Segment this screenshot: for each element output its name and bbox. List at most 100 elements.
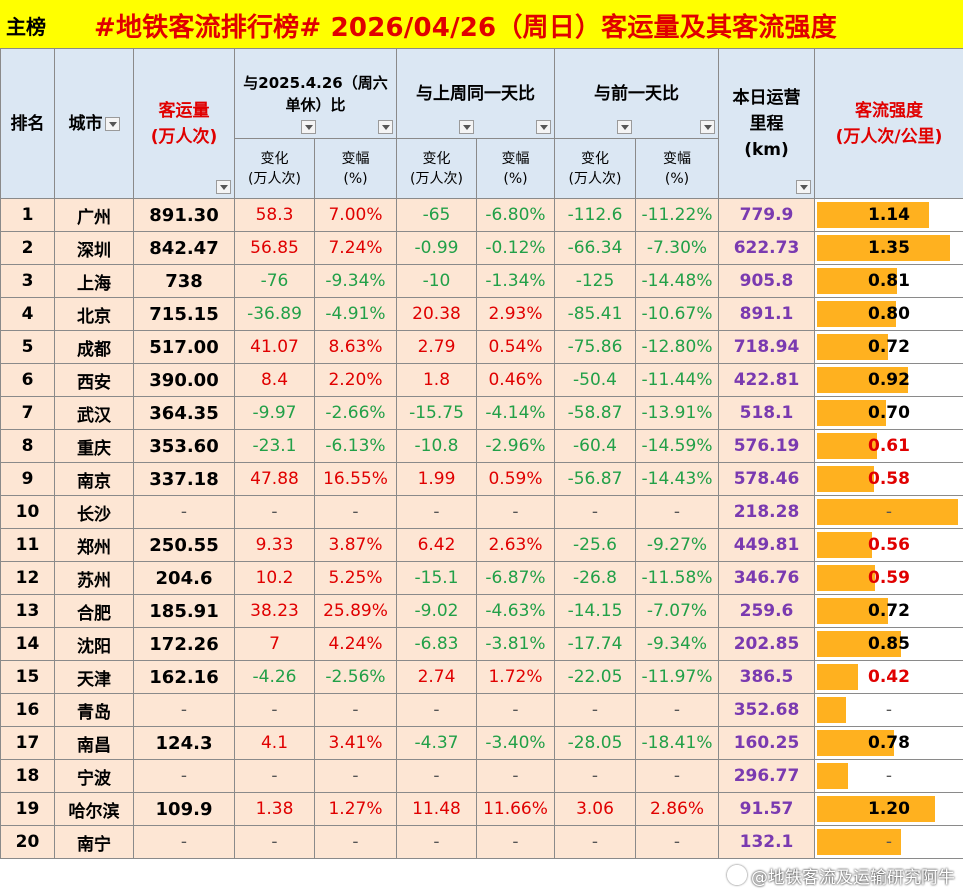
dod-change-cell: -50.4 <box>554 363 636 397</box>
intensity-value: 0.78 <box>868 733 910 753</box>
wow-pct-cell: 0.59% <box>476 462 555 496</box>
page-title: #地铁客流排行榜# 2026/04/26（周日）客运量及其客流强度 <box>94 13 837 43</box>
rank-cell: 17 <box>0 726 55 760</box>
dod-change-cell: -58.87 <box>554 396 636 430</box>
volume-cell: 517.00 <box>133 330 235 364</box>
filter-dropdown-icon[interactable] <box>104 116 120 131</box>
mileage-cell: 132.1 <box>718 825 815 859</box>
intensity-bar <box>817 763 848 789</box>
table-row: 4 北京 715.15 -36.89 -4.91% 20.38 2.93% -85.41 -10… <box>0 297 963 331</box>
yoy-change-cell: -4.26 <box>234 660 315 694</box>
rank-cell: 13 <box>0 594 55 628</box>
dod-pct-cell: -14.48% <box>635 264 719 298</box>
filter-dropdown-icon[interactable] <box>459 120 474 134</box>
wow-change-cell: 20.38 <box>396 297 477 331</box>
yoy-pct-cell: - <box>314 825 397 859</box>
wow-change-cell: -4.37 <box>396 726 477 760</box>
mileage-cell: 422.81 <box>718 363 815 397</box>
col-header-dod-change: 变化 (万人次) <box>554 138 636 199</box>
wow-change-cell: 2.79 <box>396 330 477 364</box>
intensity-bar <box>817 400 886 426</box>
col-header-wow: 与上周同一天比 <box>396 48 555 139</box>
city-cell: 南京 <box>54 462 134 496</box>
dod-change-cell: -22.05 <box>554 660 636 694</box>
wow-pct-cell: -4.63% <box>476 594 555 628</box>
intensity-cell: 0.78 <box>814 726 963 760</box>
col-header-yoy-pct: 变幅 (%) <box>314 138 397 199</box>
yoy-pct-cell: 3.41% <box>314 726 397 760</box>
intensity-bar <box>817 301 896 327</box>
intensity-bar <box>817 631 901 657</box>
wow-change-cell: 11.48 <box>396 792 477 826</box>
city-cell: 哈尔滨 <box>54 792 134 826</box>
table-row: 13 合肥 185.91 38.23 25.89% -9.02 -4.63% -14.15 -7… <box>0 594 963 628</box>
filter-dropdown-icon[interactable] <box>796 180 811 194</box>
table-row: 11 郑州 250.55 9.33 3.87% 6.42 2.63% -25.6 -9.27% 4… <box>0 528 963 562</box>
intensity-cell: 0.92 <box>814 363 963 397</box>
wow-change-cell: -10 <box>396 264 477 298</box>
city-cell: 成都 <box>54 330 134 364</box>
city-cell: 重庆 <box>54 429 134 463</box>
city-cell: 沈阳 <box>54 627 134 661</box>
mileage-cell: 296.77 <box>718 759 815 793</box>
filter-dropdown-icon[interactable] <box>216 180 231 194</box>
intensity-value: 0.72 <box>868 337 910 357</box>
dod-pct-cell: -7.30% <box>635 231 719 265</box>
intensity-cell: - <box>814 495 963 529</box>
city-cell: 郑州 <box>54 528 134 562</box>
watermark: @地铁客流及运输研究阿牛 <box>727 863 955 888</box>
intensity-bar <box>817 796 935 822</box>
intensity-cell: - <box>814 825 963 859</box>
filter-dropdown-icon[interactable] <box>617 120 632 134</box>
yoy-pct-cell: 4.24% <box>314 627 397 661</box>
yoy-change-cell: 4.1 <box>234 726 315 760</box>
dod-change-cell: - <box>554 825 636 859</box>
intensity-bar <box>817 367 908 393</box>
dod-change-cell: -60.4 <box>554 429 636 463</box>
col-header-yoy-change: 变化 (万人次) <box>234 138 315 199</box>
rank-cell: 12 <box>0 561 55 595</box>
rank-cell: 8 <box>0 429 55 463</box>
yoy-change-cell: -76 <box>234 264 315 298</box>
yoy-change-cell: 1.38 <box>234 792 315 826</box>
intensity-bar <box>817 730 894 756</box>
filter-dropdown-icon[interactable] <box>378 120 393 134</box>
wow-change-cell: 1.8 <box>396 363 477 397</box>
dod-change-cell: -26.8 <box>554 561 636 595</box>
city-cell: 长沙 <box>54 495 134 529</box>
wow-change-cell: -6.83 <box>396 627 477 661</box>
filter-dropdown-icon[interactable] <box>536 120 551 134</box>
rank-cell: 18 <box>0 759 55 793</box>
volume-cell: 364.35 <box>133 396 235 430</box>
volume-cell: - <box>133 693 235 727</box>
intensity-cell: 0.56 <box>814 528 963 562</box>
yoy-change-cell: - <box>234 759 315 793</box>
col-header-rank: 排名 <box>0 48 55 199</box>
city-cell: 宁波 <box>54 759 134 793</box>
rank-cell: 10 <box>0 495 55 529</box>
intensity-bar <box>817 829 901 855</box>
rank-cell: 9 <box>0 462 55 496</box>
dod-change-cell: -125 <box>554 264 636 298</box>
mileage-cell: 905.8 <box>718 264 815 298</box>
intensity-bar <box>817 202 929 228</box>
yoy-change-cell: 58.3 <box>234 198 315 232</box>
mileage-cell: 576.19 <box>718 429 815 463</box>
table-body: 1 广州 891.30 58.3 7.00% -65 -6.80% -112.6 -11.22%… <box>0 198 963 859</box>
dod-pct-cell: - <box>635 825 719 859</box>
table-row: 17 南昌 124.3 4.1 3.41% -4.37 -3.40% -28.05 -18.41… <box>0 726 963 760</box>
city-cell: 西安 <box>54 363 134 397</box>
filter-dropdown-icon[interactable] <box>301 120 316 134</box>
yoy-pct-cell: - <box>314 495 397 529</box>
volume-cell: 162.16 <box>133 660 235 694</box>
yoy-pct-cell: -2.56% <box>314 660 397 694</box>
wow-change-cell: - <box>396 759 477 793</box>
dod-pct-cell: -18.41% <box>635 726 719 760</box>
wow-pct-cell: -6.87% <box>476 561 555 595</box>
wow-pct-cell: -4.14% <box>476 396 555 430</box>
col-header-dod: 与前一天比 <box>554 48 719 139</box>
filter-dropdown-icon[interactable] <box>700 120 715 134</box>
wow-change-cell: - <box>396 495 477 529</box>
table-row: 9 南京 337.18 47.88 16.55% 1.99 0.59% -56.87 -14.4… <box>0 462 963 496</box>
intensity-cell: 0.81 <box>814 264 963 298</box>
